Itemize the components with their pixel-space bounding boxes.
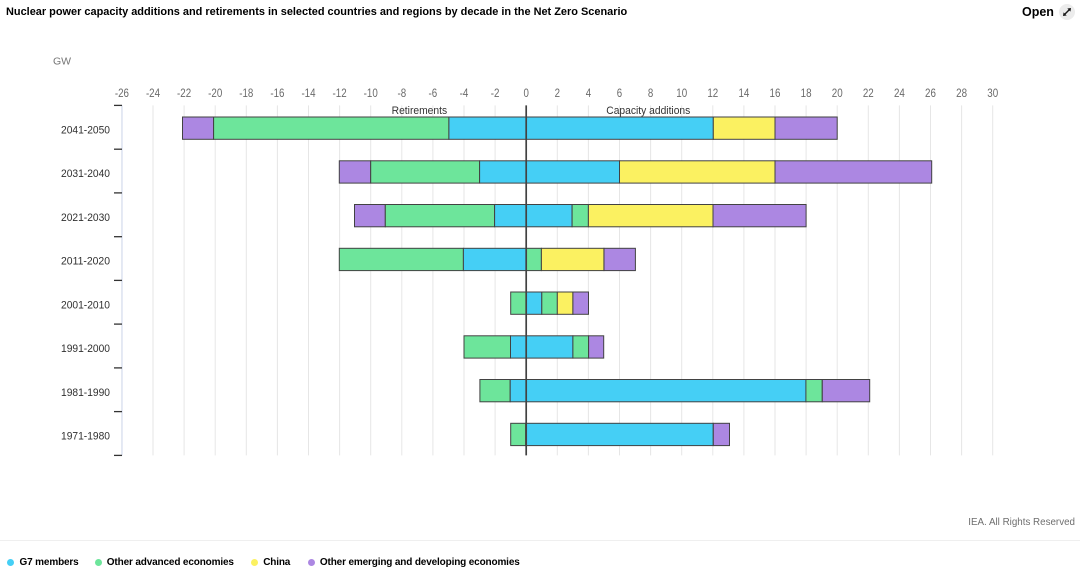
svg-text:-16: -16 bbox=[270, 88, 284, 100]
svg-text:2041-2050: 2041-2050 bbox=[61, 125, 110, 137]
svg-text:2021-2030: 2021-2030 bbox=[61, 212, 110, 224]
svg-text:-8: -8 bbox=[397, 88, 406, 100]
svg-text:1981-1990: 1981-1990 bbox=[61, 387, 110, 399]
svg-text:10: 10 bbox=[676, 88, 687, 100]
svg-text:2001-2010: 2001-2010 bbox=[61, 300, 110, 312]
svg-text:30: 30 bbox=[987, 88, 998, 100]
svg-text:2011-2020: 2011-2020 bbox=[61, 256, 110, 268]
svg-text:24: 24 bbox=[894, 88, 905, 100]
svg-text:1971-1980: 1971-1980 bbox=[61, 431, 110, 443]
svg-text:0: 0 bbox=[524, 88, 529, 100]
svg-text:GW: GW bbox=[53, 56, 71, 68]
svg-text:1991-2000: 1991-2000 bbox=[61, 343, 110, 355]
svg-text:14: 14 bbox=[738, 88, 749, 100]
svg-text:4: 4 bbox=[586, 88, 592, 100]
svg-text:8: 8 bbox=[648, 88, 653, 100]
svg-text:Capacity additions: Capacity additions bbox=[606, 105, 690, 117]
svg-text:16: 16 bbox=[770, 88, 781, 100]
svg-text:2031-2040: 2031-2040 bbox=[61, 168, 110, 180]
svg-text:-18: -18 bbox=[239, 88, 253, 100]
svg-text:-12: -12 bbox=[333, 88, 347, 100]
svg-text:-4: -4 bbox=[460, 88, 469, 100]
svg-text:12: 12 bbox=[707, 88, 718, 100]
svg-text:-14: -14 bbox=[301, 88, 316, 100]
svg-text:18: 18 bbox=[801, 88, 812, 100]
svg-text:26: 26 bbox=[925, 88, 936, 100]
svg-text:Retirements: Retirements bbox=[392, 105, 448, 117]
svg-text:28: 28 bbox=[956, 88, 967, 100]
svg-text:-6: -6 bbox=[429, 88, 438, 100]
svg-text:-24: -24 bbox=[146, 88, 161, 100]
svg-text:22: 22 bbox=[863, 88, 874, 100]
svg-text:-2: -2 bbox=[491, 88, 500, 100]
svg-text:-26: -26 bbox=[115, 88, 129, 100]
svg-text:20: 20 bbox=[832, 88, 843, 100]
svg-text:6: 6 bbox=[617, 88, 622, 100]
svg-text:-22: -22 bbox=[177, 88, 191, 100]
svg-text:-10: -10 bbox=[364, 88, 378, 100]
svg-text:2: 2 bbox=[555, 88, 560, 100]
svg-text:-20: -20 bbox=[208, 88, 222, 100]
